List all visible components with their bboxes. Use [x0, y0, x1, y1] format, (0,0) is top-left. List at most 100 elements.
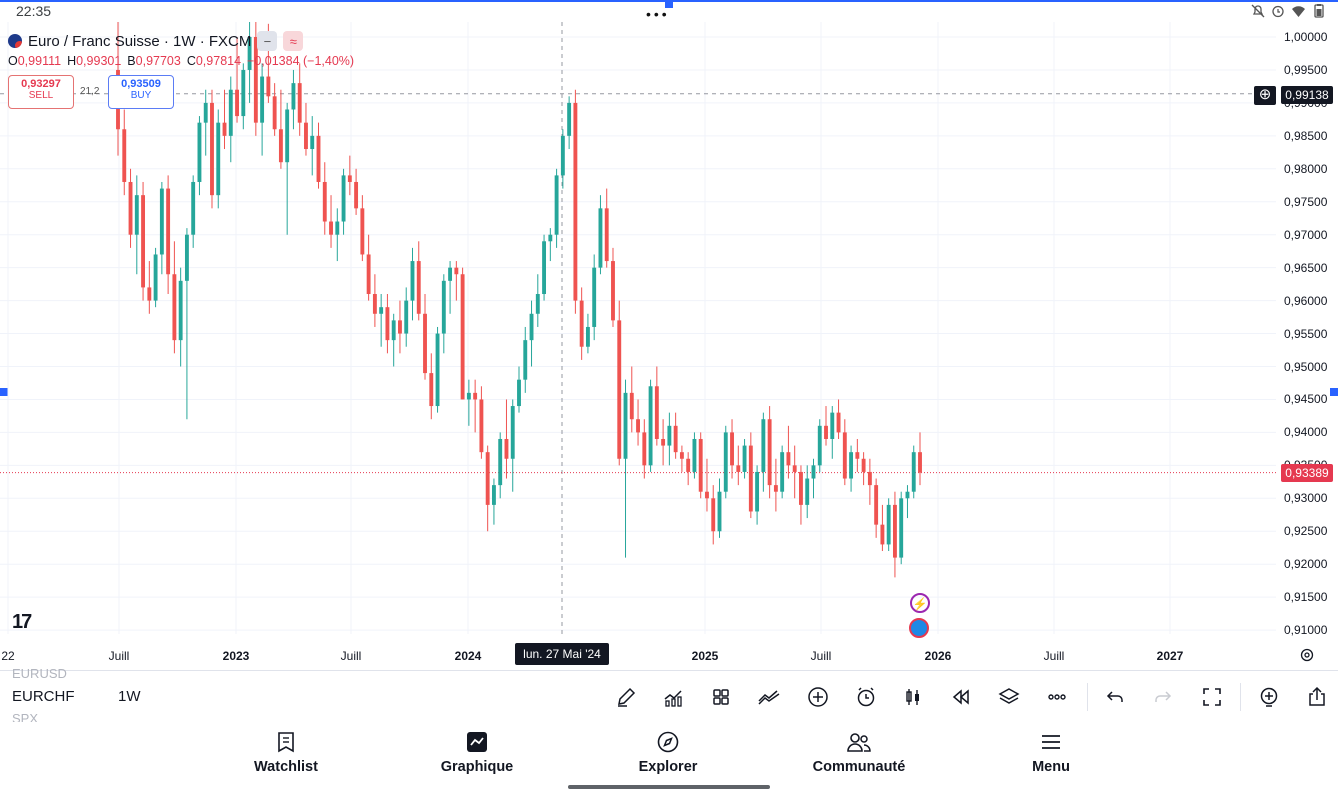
ohlc-open: O0,99111	[8, 54, 62, 68]
candle-body	[134, 195, 139, 235]
spread-value: 21,2	[80, 86, 100, 97]
symbol-header[interactable]: Euro / Franc Suisse · 1W · FXCM − ≈	[8, 31, 304, 51]
price-chart[interactable]	[0, 22, 1338, 642]
candle-body	[329, 221, 333, 235]
share-icon[interactable]	[1304, 684, 1330, 710]
buy-price: 0,93509	[121, 78, 161, 90]
nav-menu[interactable]: Menu	[981, 730, 1121, 775]
price-scale-label: 0,93000	[1284, 491, 1328, 506]
candle-body	[661, 438, 666, 446]
candle-body	[585, 326, 590, 347]
resize-handle-right[interactable]	[1330, 388, 1338, 396]
price-scale-label: 0,95000	[1284, 359, 1328, 374]
indicators-icon[interactable]	[660, 684, 686, 710]
chart-icon	[407, 730, 547, 754]
candle-body	[836, 412, 841, 433]
market-status-icon[interactable]: ≈	[283, 31, 304, 51]
add-alert-icon[interactable]	[1256, 684, 1282, 710]
status-time: 22:35	[16, 3, 52, 19]
candle-body	[141, 195, 146, 288]
candle-body	[548, 234, 553, 242]
scale-settings-icon[interactable]	[1299, 647, 1315, 663]
candle-body	[824, 425, 828, 439]
pencil-icon[interactable]	[613, 684, 639, 710]
candle-body	[918, 452, 922, 473]
add-icon[interactable]	[805, 684, 831, 710]
candle-body	[579, 300, 584, 347]
candle-body	[216, 122, 221, 196]
window-options-dots[interactable]: •••	[646, 6, 670, 22]
time-scale-label: 2026	[924, 649, 952, 663]
candle-body	[686, 458, 691, 472]
crosshair-price-tag: 0,99138	[1281, 86, 1333, 104]
candle-body	[899, 498, 904, 558]
undo-icon[interactable]	[1102, 684, 1128, 710]
time-scale-label: Juill	[810, 649, 832, 663]
candle-body	[260, 76, 265, 123]
price-scale-label: 0,99500	[1284, 62, 1328, 77]
menu-icon	[981, 730, 1121, 754]
time-scale-label: 2023	[222, 649, 250, 663]
candle-body	[861, 458, 866, 472]
candle-body	[592, 267, 597, 327]
candle-body	[360, 208, 365, 255]
tradingview-logo-icon[interactable]: 17	[12, 611, 32, 633]
nav-graphique[interactable]: Graphique	[407, 730, 547, 775]
candle-body	[197, 122, 202, 182]
candle-body	[366, 254, 371, 295]
nav-watchlist[interactable]: Watchlist	[216, 730, 356, 775]
candle-body	[448, 267, 453, 281]
toolbar-interval[interactable]: 1W	[118, 688, 141, 705]
candle-body	[517, 379, 521, 407]
candle-body	[184, 234, 189, 281]
candles-icon[interactable]	[900, 684, 926, 710]
templates-icon[interactable]	[708, 684, 734, 710]
candle-body	[535, 294, 540, 314]
candle-body	[761, 419, 766, 472]
candle-body	[410, 261, 415, 301]
candle-body	[304, 122, 308, 150]
candle-body	[347, 175, 352, 182]
alert-icon[interactable]	[853, 684, 879, 710]
candle-body	[629, 392, 634, 420]
time-scale-label: Juill	[340, 649, 362, 663]
price-scale-label: 0,96500	[1284, 260, 1328, 275]
status-icons	[1251, 4, 1326, 18]
candle-body	[529, 313, 534, 341]
candle-body	[560, 135, 565, 176]
ohlc-low: B0,97703	[127, 54, 181, 68]
layers-icon[interactable]	[996, 684, 1022, 710]
candle-body	[485, 452, 490, 505]
symbol-title[interactable]: Euro / Franc Suisse · 1W · FXCM	[28, 32, 252, 50]
candle-body	[611, 261, 615, 321]
more-icon[interactable]	[1044, 684, 1070, 710]
compare-icon[interactable]	[756, 684, 782, 710]
resize-handle-top[interactable]	[665, 0, 673, 8]
price-scale-label: 0,97500	[1284, 194, 1328, 209]
candle-body	[723, 432, 728, 492]
resize-handle-left[interactable]	[0, 388, 8, 396]
candle-body	[780, 452, 785, 492]
sell-button[interactable]: 0,93297 SELL	[8, 75, 74, 109]
replay-icon[interactable]	[948, 684, 974, 710]
candle-body	[667, 425, 672, 446]
candle-body	[705, 491, 709, 499]
event-earnings-icon[interactable]	[909, 618, 929, 638]
nav-communaute[interactable]: Communauté	[789, 730, 929, 775]
toolbar-symbol[interactable]: EURCHF	[12, 688, 75, 705]
home-indicator[interactable]	[568, 785, 770, 789]
toolbar-divider	[1240, 683, 1241, 711]
buy-button[interactable]: 0,93509 BUY	[108, 75, 174, 109]
price-scale-label: 0,94000	[1284, 425, 1328, 440]
nav-explorer[interactable]: Explorer	[598, 730, 738, 775]
collapse-button[interactable]: −	[257, 31, 278, 51]
candle-body	[491, 485, 496, 505]
time-scale-label: 2025	[691, 649, 719, 663]
redo-icon[interactable]	[1150, 684, 1176, 710]
add-crosshair-icon[interactable]: ⊕	[1254, 86, 1276, 105]
fullscreen-icon[interactable]	[1199, 684, 1225, 710]
candle-body	[855, 452, 860, 459]
compass-icon	[598, 730, 738, 754]
event-flash-icon[interactable]: ⚡	[910, 593, 930, 613]
candle-body	[792, 465, 797, 472]
